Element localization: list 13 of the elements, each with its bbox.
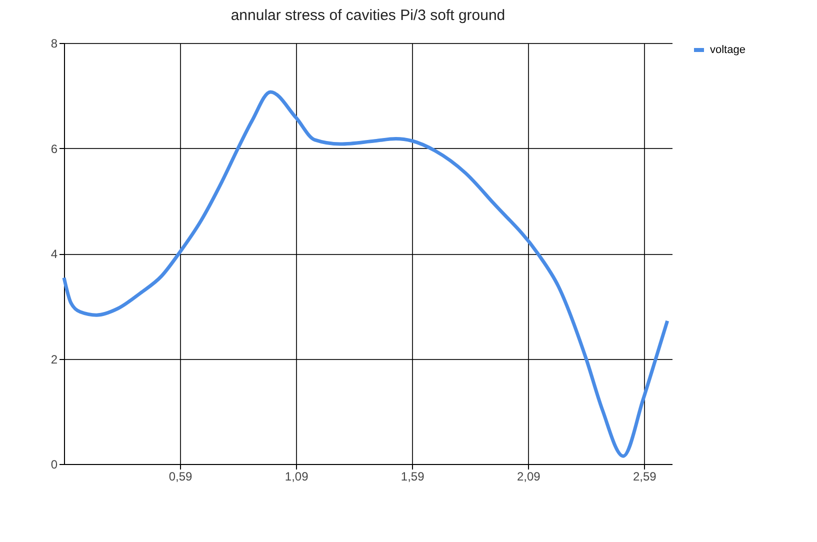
y-tick-label: 2 xyxy=(50,352,58,366)
x-tick-label: 1,59 xyxy=(400,470,425,484)
x-tick-label: 2,09 xyxy=(516,470,541,484)
x-tick-label: 1,09 xyxy=(284,470,309,484)
x-tick-label: 0,59 xyxy=(168,470,193,484)
y-tick-label: 6 xyxy=(50,142,58,156)
legend-label: voltage xyxy=(710,44,746,56)
y-tick-label: 0 xyxy=(50,458,58,472)
y-tick-label: 8 xyxy=(50,36,58,50)
line-series xyxy=(62,90,670,458)
chart-title: annular stress of cavities Pi/3 soft ground xyxy=(230,7,506,24)
x-tick-label: 2,59 xyxy=(632,470,657,484)
y-tick-label: 4 xyxy=(50,247,58,261)
